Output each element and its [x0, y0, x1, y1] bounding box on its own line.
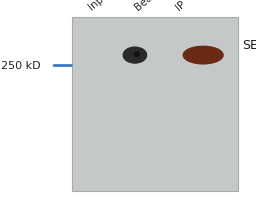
- Ellipse shape: [192, 50, 214, 60]
- Ellipse shape: [132, 53, 138, 57]
- Ellipse shape: [130, 51, 140, 59]
- Ellipse shape: [129, 51, 141, 59]
- Ellipse shape: [128, 51, 142, 60]
- Ellipse shape: [193, 51, 213, 59]
- Ellipse shape: [134, 52, 140, 56]
- Ellipse shape: [189, 49, 217, 61]
- Ellipse shape: [199, 53, 207, 57]
- Ellipse shape: [187, 48, 219, 62]
- Ellipse shape: [133, 53, 137, 57]
- Ellipse shape: [198, 53, 208, 57]
- Ellipse shape: [127, 50, 142, 60]
- Ellipse shape: [197, 52, 209, 58]
- Ellipse shape: [126, 49, 144, 61]
- Ellipse shape: [195, 52, 211, 59]
- Ellipse shape: [186, 48, 220, 63]
- Text: 250 kD: 250 kD: [1, 61, 41, 71]
- Ellipse shape: [131, 52, 139, 58]
- Ellipse shape: [126, 50, 143, 61]
- Ellipse shape: [127, 50, 143, 60]
- Ellipse shape: [130, 52, 140, 58]
- Ellipse shape: [196, 52, 211, 58]
- Ellipse shape: [188, 49, 218, 62]
- Text: IP: IP: [174, 0, 188, 12]
- Ellipse shape: [128, 50, 142, 60]
- Ellipse shape: [192, 50, 215, 60]
- Ellipse shape: [196, 52, 210, 58]
- Text: Input: Input: [87, 0, 114, 12]
- Ellipse shape: [189, 49, 217, 61]
- Ellipse shape: [131, 52, 139, 58]
- Text: Beads: Beads: [133, 0, 164, 12]
- Ellipse shape: [190, 49, 216, 61]
- Ellipse shape: [193, 51, 214, 60]
- Ellipse shape: [131, 53, 139, 58]
- Ellipse shape: [184, 47, 222, 64]
- Ellipse shape: [197, 53, 209, 58]
- Ellipse shape: [194, 51, 212, 59]
- Ellipse shape: [195, 51, 212, 59]
- Ellipse shape: [126, 49, 144, 61]
- Ellipse shape: [185, 47, 221, 63]
- Ellipse shape: [188, 48, 219, 62]
- Ellipse shape: [129, 51, 141, 59]
- Ellipse shape: [187, 48, 220, 62]
- Ellipse shape: [132, 53, 138, 57]
- Ellipse shape: [184, 47, 222, 63]
- Ellipse shape: [183, 46, 223, 64]
- Ellipse shape: [126, 49, 144, 61]
- FancyBboxPatch shape: [72, 17, 238, 191]
- Ellipse shape: [125, 48, 145, 62]
- Text: SETX: SETX: [242, 39, 256, 52]
- Ellipse shape: [127, 50, 143, 61]
- Ellipse shape: [124, 48, 146, 62]
- Ellipse shape: [124, 47, 146, 63]
- Ellipse shape: [129, 51, 141, 59]
- Ellipse shape: [125, 48, 145, 62]
- Ellipse shape: [191, 50, 215, 60]
- Ellipse shape: [185, 47, 221, 63]
- Ellipse shape: [132, 53, 138, 57]
- Ellipse shape: [125, 48, 145, 62]
- Ellipse shape: [130, 52, 140, 58]
- Ellipse shape: [198, 53, 208, 57]
- Ellipse shape: [190, 50, 216, 61]
- Ellipse shape: [123, 47, 146, 63]
- Ellipse shape: [124, 48, 146, 62]
